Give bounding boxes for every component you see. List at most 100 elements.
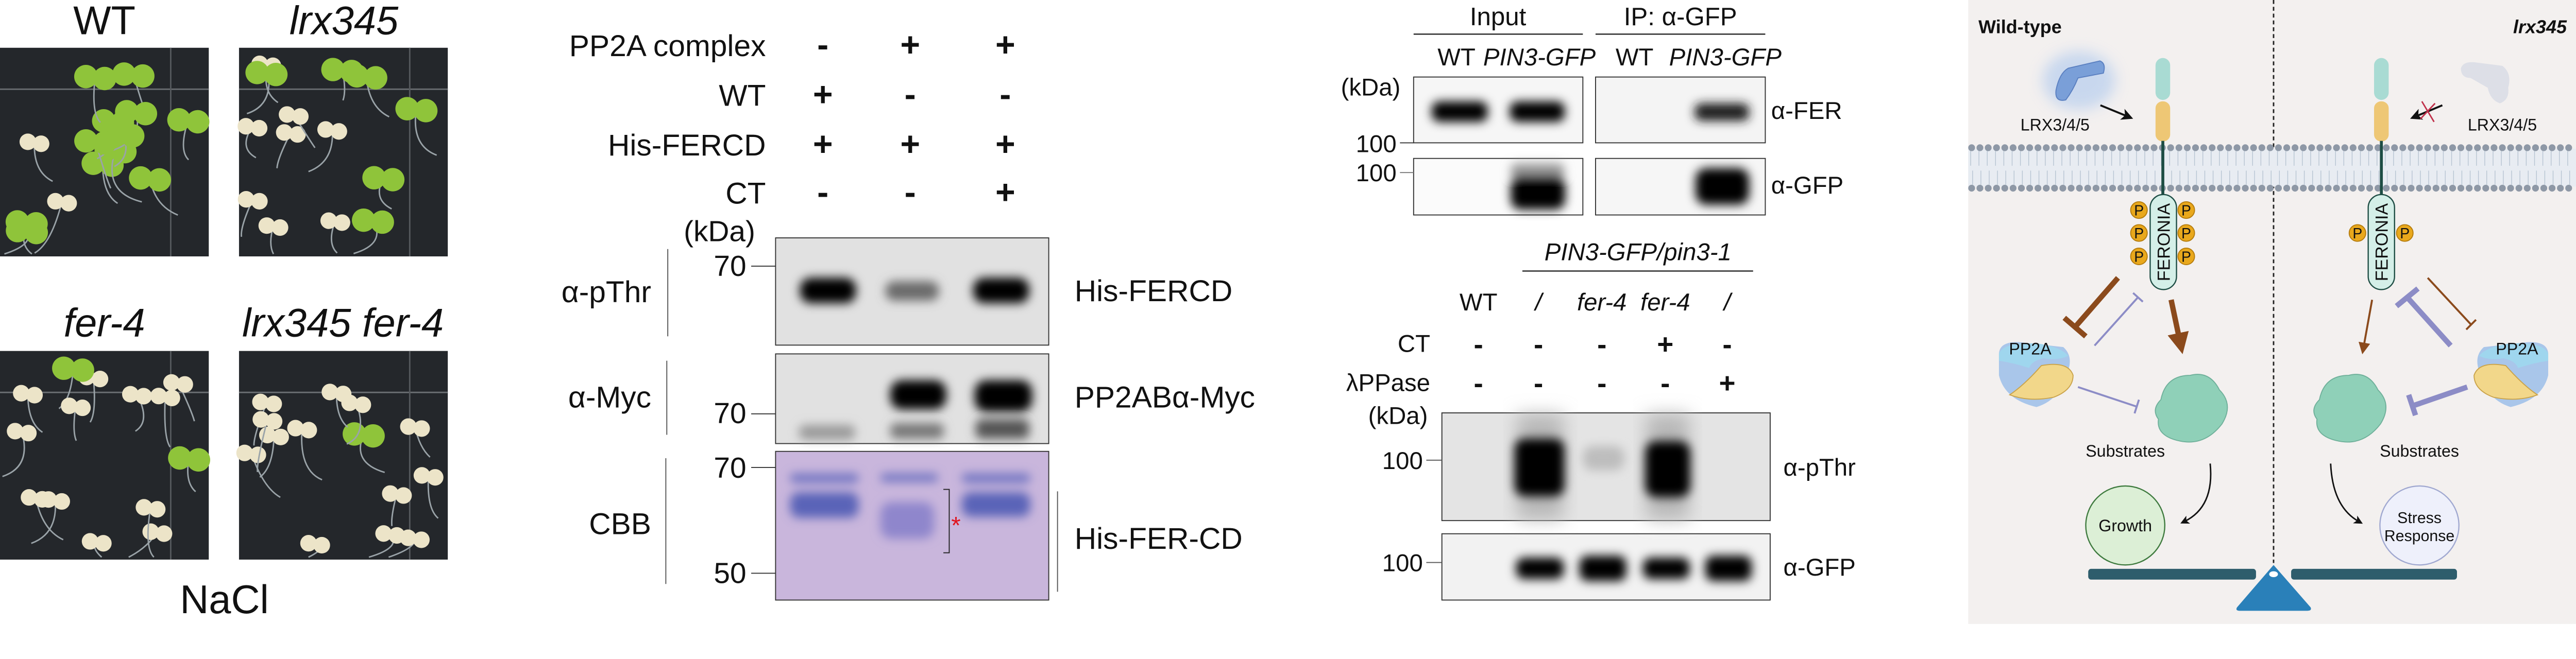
balance-beam-right bbox=[2291, 568, 2457, 580]
feronia-receptor-left: FERONIA bbox=[2149, 58, 2177, 290]
lane-label: fer-4 bbox=[1640, 289, 1690, 316]
band bbox=[1645, 441, 1690, 497]
asterisk: * bbox=[951, 512, 960, 540]
seedling-cotyledon bbox=[95, 535, 112, 552]
feronia-label: FERONIA bbox=[2372, 203, 2392, 282]
lrx-protein-left bbox=[2042, 51, 2116, 110]
seedling-cotyledon bbox=[352, 208, 376, 232]
condition-label: NaCl bbox=[180, 578, 269, 622]
seedling-photo bbox=[236, 351, 448, 560]
group-label-ip: IP: α-GFP bbox=[1624, 3, 1737, 31]
balance-fulcrum bbox=[2236, 565, 2311, 611]
band bbox=[973, 278, 1029, 303]
inhibit-bar bbox=[2133, 399, 2140, 414]
condition-sign: + bbox=[900, 125, 920, 163]
genotype-label-fer4: fer-4 bbox=[64, 301, 145, 345]
seedling-cotyledon bbox=[24, 221, 48, 245]
seedling-cotyledon bbox=[375, 525, 392, 542]
seedling-cotyledon bbox=[187, 448, 210, 472]
seedling-cotyledon bbox=[150, 388, 167, 405]
band bbox=[799, 425, 855, 440]
seedling-photo bbox=[0, 47, 210, 257]
seedling-cotyledon bbox=[413, 467, 430, 484]
seedling-cotyledon bbox=[272, 219, 289, 236]
pp2a-complex-left bbox=[1998, 342, 2074, 407]
condition-sign: + bbox=[900, 26, 920, 64]
phospho-site: P bbox=[2130, 201, 2148, 219]
group-label-pin3-gfp-pin3-1: PIN3-GFP/pin3-1 bbox=[1545, 239, 1732, 266]
fulcrum-pivot bbox=[2269, 571, 2278, 577]
phospho-label: P bbox=[2352, 226, 2362, 242]
seedling-cotyledon bbox=[61, 397, 78, 414]
seedling-cotyledon bbox=[364, 66, 387, 90]
seedling-photo bbox=[238, 47, 448, 257]
antibody-label-gfp: α-GFP bbox=[1771, 172, 1843, 199]
phospho-label: P bbox=[2181, 202, 2191, 219]
band bbox=[1694, 103, 1750, 121]
substrates-label-right: Substrates bbox=[2380, 442, 2459, 460]
inhibit-bar bbox=[2132, 292, 2144, 303]
pp2a-label-right: PP2A bbox=[2496, 339, 2538, 358]
band bbox=[885, 281, 939, 301]
seedling-cotyledon bbox=[13, 385, 30, 402]
inhibit-pp2a-to-fer bbox=[2405, 296, 2453, 348]
seedling-cotyledon bbox=[74, 129, 98, 153]
seedling-cotyledon bbox=[400, 418, 417, 435]
condition-row-label: PP2A complex bbox=[569, 29, 766, 63]
band bbox=[962, 492, 1030, 517]
seedling-cotyledon bbox=[92, 371, 109, 388]
seedling-cotyledon bbox=[249, 446, 266, 463]
band bbox=[1579, 556, 1626, 581]
seedling-root bbox=[34, 201, 63, 254]
treatment-sign: + bbox=[1719, 367, 1736, 399]
substrates-label-left: Substrates bbox=[2086, 442, 2165, 460]
phospho-label: P bbox=[2181, 249, 2191, 265]
condition-sign: + bbox=[813, 125, 833, 163]
condition-sign: + bbox=[995, 174, 1015, 212]
seedling-cotyledon bbox=[354, 396, 371, 413]
panel-a-seedling-photos: WT lrx345 fer-4 lrx345 fer-4 NaCl bbox=[0, 0, 448, 622]
condition-sign: - bbox=[905, 75, 916, 113]
genotype-label-wt: WT bbox=[73, 0, 135, 43]
treatment-row-label: CT bbox=[1398, 331, 1430, 358]
condition-sign: - bbox=[905, 174, 916, 212]
seedling-cotyledon bbox=[93, 131, 116, 155]
marker-70: 70 bbox=[714, 397, 746, 430]
seedling-cotyledon bbox=[287, 420, 304, 437]
pp2a-complex-right bbox=[2473, 342, 2549, 407]
bracket bbox=[943, 489, 950, 553]
seedling-cotyledon bbox=[345, 64, 369, 88]
band bbox=[800, 278, 856, 303]
seedling-cotyledon bbox=[135, 388, 152, 405]
antibody-label-pthr: α-pThr bbox=[562, 275, 651, 309]
feronia-receptor-right: FERONIA bbox=[2367, 58, 2395, 290]
seedling-cotyledon bbox=[185, 110, 210, 134]
blocked-x-icon bbox=[2419, 101, 2436, 123]
seedling-cotyledon bbox=[131, 64, 155, 88]
seedling-cotyledon bbox=[382, 485, 399, 502]
marker-100: 100 bbox=[1382, 550, 1423, 577]
seedling-cotyledon bbox=[7, 423, 24, 440]
seedling-cotyledon bbox=[238, 191, 255, 208]
condition-row-label: CT bbox=[725, 177, 766, 211]
panel-b-in-vitro-assay: PP2A complex - + + WT + - - His-FERCD + + + CT - - + (k… bbox=[562, 26, 1255, 601]
band bbox=[975, 419, 1029, 439]
seedling-cotyledon bbox=[149, 501, 166, 518]
seedling-cotyledon bbox=[313, 536, 330, 554]
phospho-label: P bbox=[2134, 226, 2144, 242]
seedling-cotyledon bbox=[330, 123, 347, 140]
seedling-cotyledon bbox=[176, 376, 193, 393]
band bbox=[1510, 101, 1565, 122]
seedling-cotyledon bbox=[236, 444, 253, 461]
phospho-label: P bbox=[2181, 226, 2191, 242]
seedling-cotyledon bbox=[388, 527, 405, 544]
seedling-cotyledon bbox=[135, 499, 152, 516]
seedling-cotyledon bbox=[289, 126, 306, 143]
seedling-cotyledon bbox=[74, 65, 98, 89]
seedling-cotyledon bbox=[60, 195, 77, 212]
inhibit-bar bbox=[2062, 316, 2088, 339]
pp2a-label-left: PP2A bbox=[2009, 339, 2052, 358]
seedling-cotyledon bbox=[129, 166, 152, 190]
seedling-cotyledon bbox=[276, 124, 293, 141]
seedling-cotyledon bbox=[74, 399, 91, 417]
